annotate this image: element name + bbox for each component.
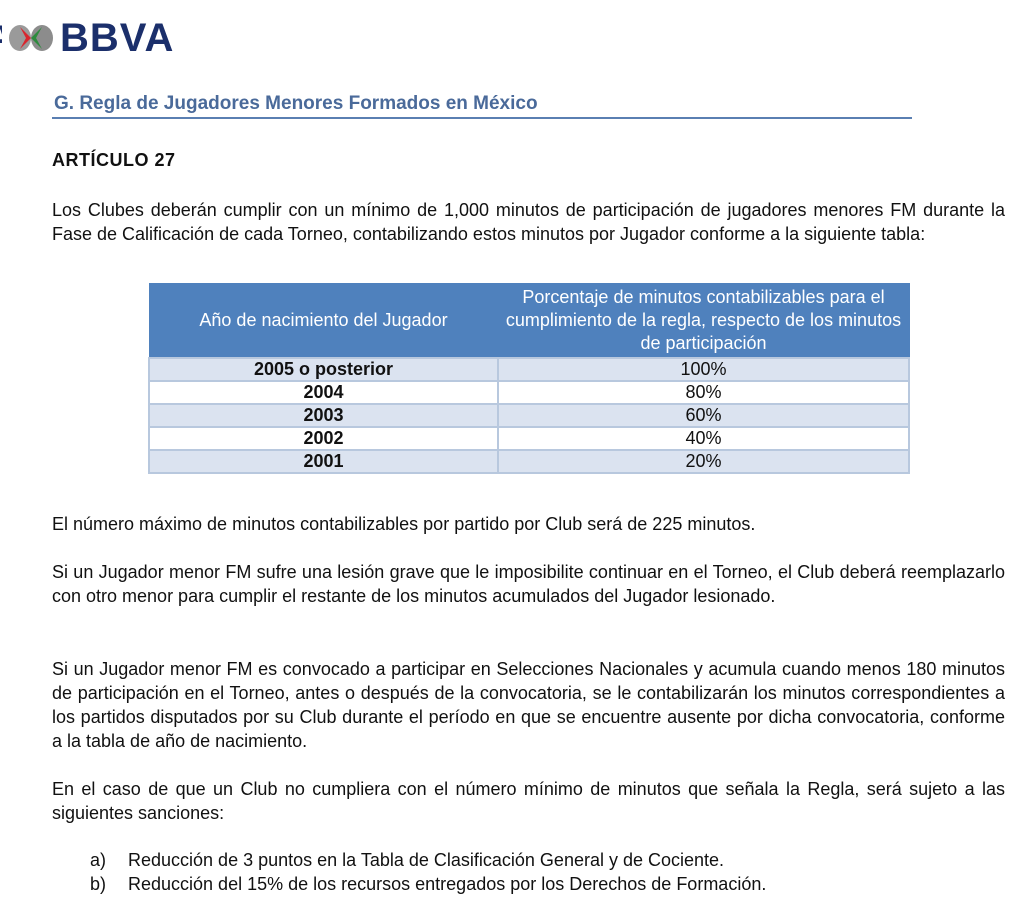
max-minutes-paragraph: El número máximo de minutos contabilizab… bbox=[52, 514, 756, 534]
header-birth-year: Año de nacimiento del Jugador bbox=[148, 283, 499, 359]
percent-cell: 20% bbox=[497, 449, 910, 474]
intro-paragraph: Los Clubes deberán cumplir con un mínimo… bbox=[52, 200, 1005, 244]
injury-paragraph: Si un Jugador menor FM sufre una lesión … bbox=[52, 562, 1005, 606]
year-cell: 2005 o posterior bbox=[148, 357, 499, 382]
table-row: 2003 60% bbox=[148, 403, 910, 428]
liga-mx-emblem-icon bbox=[9, 25, 53, 51]
header-percentage: Porcentaje de minutos contabilizables pa… bbox=[497, 283, 910, 359]
article-heading: ARTÍCULO 27 bbox=[52, 150, 176, 170]
table-row: 2005 o posterior 100% bbox=[148, 357, 910, 382]
table-row: 2001 20% bbox=[148, 449, 910, 474]
table-row: 2004 80% bbox=[148, 380, 910, 405]
item-text: Reducción de 3 puntos en la Tabla de Cla… bbox=[128, 850, 725, 870]
national-team-paragraph: Si un Jugador menor FM es convocado a pa… bbox=[52, 659, 1005, 751]
bbva-wordmark: BBVA bbox=[60, 15, 175, 60]
year-cell: 2003 bbox=[148, 403, 499, 428]
item-label: b) bbox=[90, 874, 107, 894]
liga-bbva-logo: A BBVA bbox=[0, 15, 175, 60]
logo-partial-text: A bbox=[0, 19, 2, 58]
item-text: Reducción del 15% de los recursos entreg… bbox=[128, 874, 767, 894]
percent-cell: 40% bbox=[497, 426, 910, 451]
item-label: a) bbox=[90, 850, 107, 870]
list-item: a) Reducción de 3 puntos en la Tabla de C… bbox=[90, 848, 766, 872]
year-cell: 2004 bbox=[148, 380, 499, 405]
percent-cell: 100% bbox=[497, 357, 910, 382]
sanctions-list: a) Reducción de 3 puntos en la Tabla de C… bbox=[90, 848, 766, 896]
birth-year-table: Año de nacimiento del Jugador Porcentaje… bbox=[148, 283, 910, 474]
percent-cell: 60% bbox=[497, 403, 910, 428]
list-item: b) Reducción del 15% de los recursos entr… bbox=[90, 872, 766, 896]
table-row: 2002 40% bbox=[148, 426, 910, 451]
sanctions-paragraph: En el caso de que un Club no cumpliera c… bbox=[52, 779, 1005, 823]
section-title: G. Regla de Jugadores Menores Formados e… bbox=[52, 93, 912, 119]
year-cell: 2001 bbox=[148, 449, 499, 474]
year-cell: 2002 bbox=[148, 426, 499, 451]
percent-cell: 80% bbox=[497, 380, 910, 405]
